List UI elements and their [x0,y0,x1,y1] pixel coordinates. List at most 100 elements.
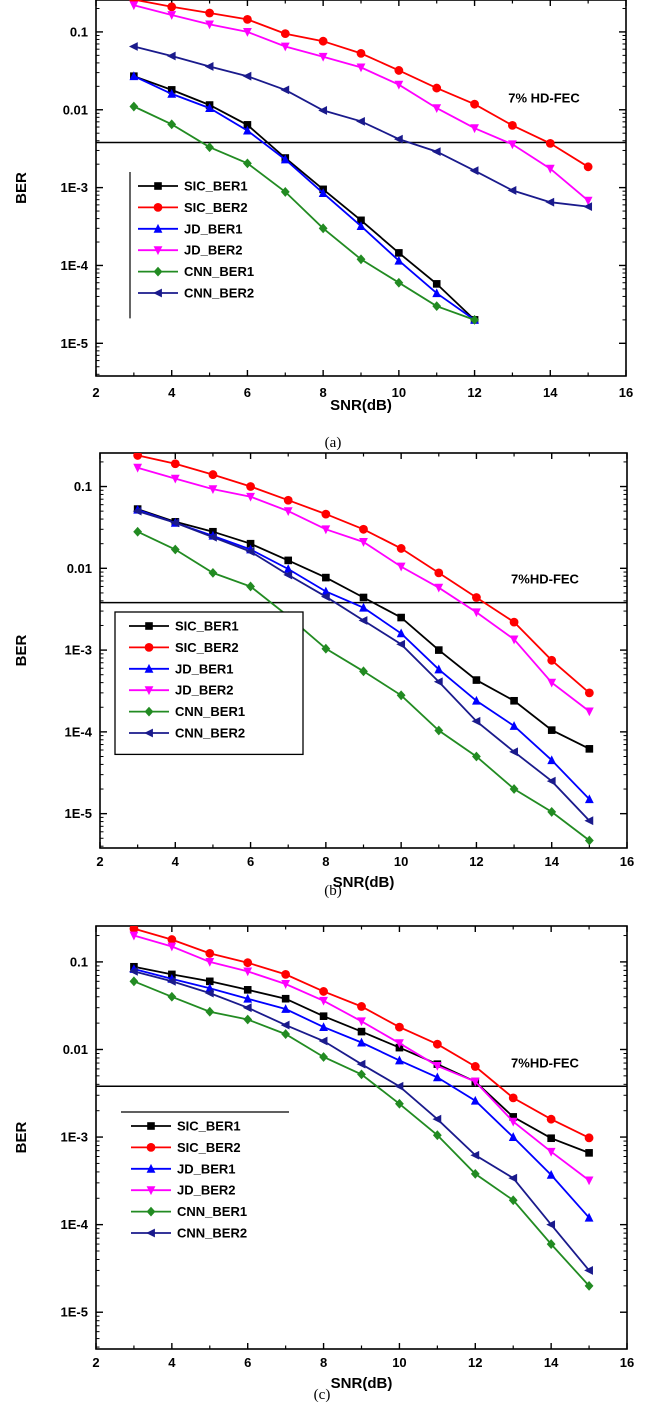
data-point-cnn_ber2 [433,677,443,687]
data-point-sic_ber1 [281,994,290,1003]
x-tick-label: 16 [619,385,633,400]
data-point-sic_ber2 [583,162,593,172]
data-point-jd_ber2 [205,20,214,30]
legend-marker-cnn_ber2 [146,1228,155,1238]
y-axis-label: BER [13,172,30,204]
legend-marker-sic_ber2 [153,203,163,212]
data-point-cnn_ber1 [356,254,366,265]
data-point-jd_ber2 [167,942,177,952]
data-point-cnn_ber2 [508,1173,518,1183]
y-tick-label: 1E-4 [65,724,93,739]
x-tick-label: 6 [244,1355,251,1370]
data-point-jd_ber2 [318,52,328,62]
data-point-sic_ber2 [508,1093,518,1103]
data-point-cnn_ber1 [205,1006,215,1017]
x-axis-label: SNR(dB) [331,1375,393,1392]
data-point-jd_ber1 [359,602,368,612]
data-point-cnn_ber1 [359,666,368,677]
data-point-sic_ber2 [319,987,328,996]
y-tick-label: 0.1 [70,24,88,39]
data-point-sic_ber1 [322,573,330,582]
data-point-jd_ber1 [319,1022,328,1032]
data-point-sic_ber2 [357,1002,366,1011]
data-point-sic_ber1 [319,1012,328,1020]
data-point-sic_ber2 [205,949,215,958]
data-point-jd_ber2 [434,583,444,593]
data-point-jd_ber1 [432,1072,442,1082]
data-point-cnn_ber1 [129,101,139,112]
data-point-cnn_ber2 [584,816,594,826]
y-tick-label: 1E-4 [61,258,89,273]
data-point-cnn_ber2 [166,51,176,61]
data-point-jd_ber1 [167,88,177,98]
data-point-sic_ber1 [246,539,255,548]
data-point-cnn_ber2 [583,202,593,212]
data-point-sic_ber2 [167,935,177,944]
legend-marker-sic_ber2 [146,1143,156,1152]
plot-frame [95,0,627,377]
data-point-cnn_ber1 [584,1280,594,1291]
data-point-sic_ber1 [284,556,293,565]
data-point-sic_ber2 [395,1022,404,1032]
data-point-sic_ber2 [546,1114,556,1124]
legend: SIC_BER1 SIC_BER2 JD_BER1 JD_BER2 CNN_BER1 CN… [121,1111,289,1241]
data-point-sic_ber2 [545,138,555,148]
series-group [128,0,593,325]
data-point-sic_ber2 [470,1062,480,1071]
data-point-jd_ber2 [167,11,177,20]
data-point-sic_ber2 [133,453,143,460]
data-point-jd_ber2 [205,958,215,967]
data-point-sic_ber1 [205,977,214,986]
data-point-jd_ber1 [243,125,252,135]
data-point-jd_ber1 [508,1132,518,1141]
x-tick-label: 8 [320,385,327,400]
data-point-jd_ber2 [470,124,479,134]
fec-threshold-label: 7% HD-FEC [508,90,580,105]
y-tick-label: 1E-5 [61,336,88,351]
data-point-jd_ber2 [584,707,594,717]
fec-threshold-label: 7%HD-FEC [511,1055,580,1070]
data-point-sic_ber1 [395,249,403,257]
data-point-cnn_ber1 [243,158,252,169]
data-point-cnn_ber2 [166,976,176,986]
legend-marker-jd_ber2 [153,246,163,256]
data-point-sic_ber2 [321,509,331,519]
data-point-jd_ber2 [432,1061,442,1071]
y-tick-label: 0.1 [70,954,88,969]
data-point-cnn_ber2 [204,988,214,998]
data-point-cnn_ber2 [128,42,138,51]
legend-marker-jd_ber1 [144,663,154,673]
data-point-sic_ber1 [359,593,368,602]
data-point-sic_ber2 [205,8,214,18]
data-point-sic_ber2 [547,655,557,665]
data-point-cnn_ber1 [547,807,557,817]
data-point-cnn_ber1 [281,1029,291,1039]
series-line-sic_ber1 [133,75,476,321]
legend-label: CNN_BER1 [175,704,245,719]
x-tick-label: 12 [468,1355,482,1370]
y-tick-label: 1E-3 [65,643,92,658]
data-point-cnn_ber2 [432,1114,442,1124]
data-point-jd_ber2 [283,507,293,517]
chart-panel-b: 2 4 6 8 10 12 14 16 1E-5 1E-4 1E-3 0.01 0.1 SNR(dB) BE… [13,452,634,899]
data-point-cnn_ber1 [246,581,255,592]
data-point-sic_ber1 [547,726,556,734]
data-point-sic_ber1 [585,745,594,753]
data-point-jd_ber1 [281,1004,291,1013]
data-point-cnn_ber1 [395,1098,404,1109]
data-point-sic_ber1 [243,121,252,129]
data-point-jd_ber2 [170,474,180,484]
data-point-sic_ber1 [397,613,405,622]
legend-label: SIC_BER1 [184,179,248,194]
data-point-jd_ber2 [470,1077,480,1087]
data-point-jd_ber1 [396,628,406,638]
x-axis-label: SNR(dB) [333,874,395,891]
y-tick-label: 0.01 [63,1042,88,1057]
legend-label: CNN_BER2 [177,1226,247,1241]
data-point-jd_ber2 [129,931,139,941]
data-point-cnn_ber2 [546,1220,556,1230]
data-point-sic_ber2 [280,29,290,39]
data-point-jd_ber1 [129,71,139,81]
data-point-jd_ber2 [396,562,406,572]
data-point-cnn_ber2 [280,1020,290,1030]
